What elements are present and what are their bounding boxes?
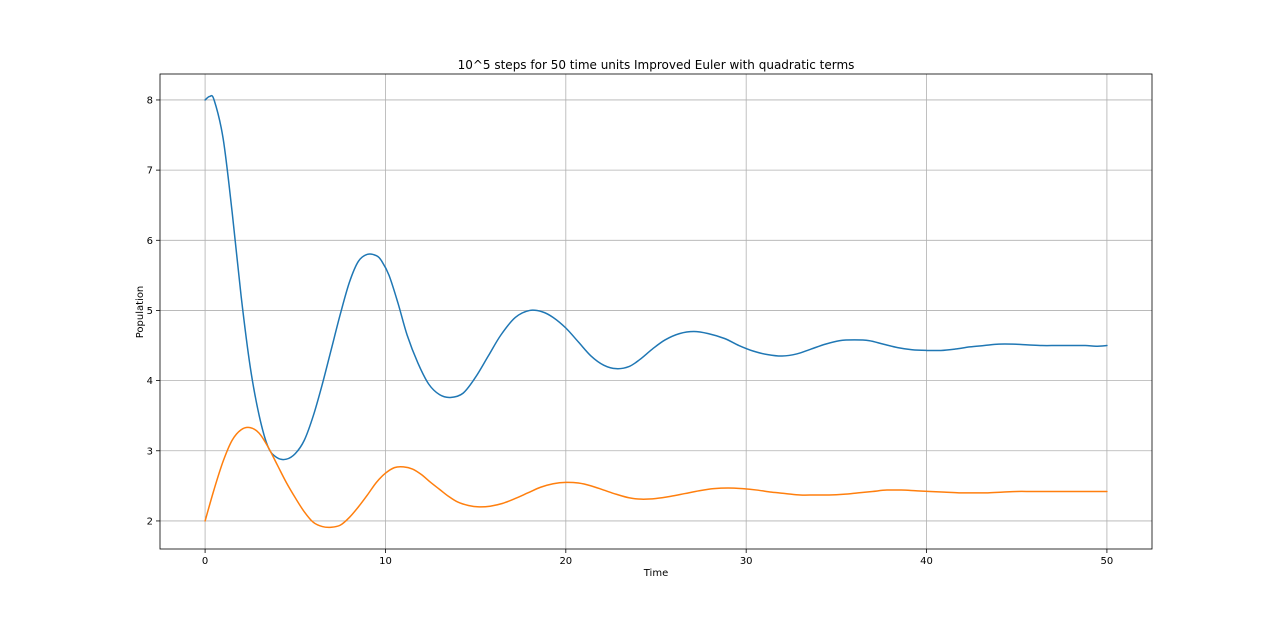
y-tick-label: 2 — [147, 516, 153, 527]
x-tick-label: 50 — [1101, 556, 1114, 567]
y-tick-label: 3 — [147, 446, 153, 457]
series-line-orange — [204, 426, 1108, 529]
chart-title: 10^5 steps for 50 time units Improved Eu… — [458, 58, 855, 72]
axis-ticks: 0 10 20 30 40 50 2 3 4 5 6 7 8 — [147, 95, 1114, 567]
plot-frame — [159, 73, 1153, 550]
x-tick-label: 10 — [379, 556, 392, 567]
y-tick-label: 5 — [147, 306, 153, 317]
x-tick-label: 20 — [559, 556, 572, 567]
y-tick-label: 8 — [147, 95, 153, 106]
series-lines — [204, 94, 1108, 529]
grid-lines — [160, 74, 1152, 549]
series-line-blue — [204, 94, 1108, 461]
y-tick-label: 6 — [147, 236, 153, 247]
y-axis-label: Population — [135, 286, 146, 339]
y-tick-label: 7 — [147, 166, 153, 177]
x-tick-label: 30 — [740, 556, 753, 567]
x-tick-label: 40 — [920, 556, 933, 567]
x-axis-label: Time — [643, 568, 668, 579]
y-tick-label: 4 — [147, 376, 153, 387]
x-tick-label: 0 — [202, 556, 208, 567]
